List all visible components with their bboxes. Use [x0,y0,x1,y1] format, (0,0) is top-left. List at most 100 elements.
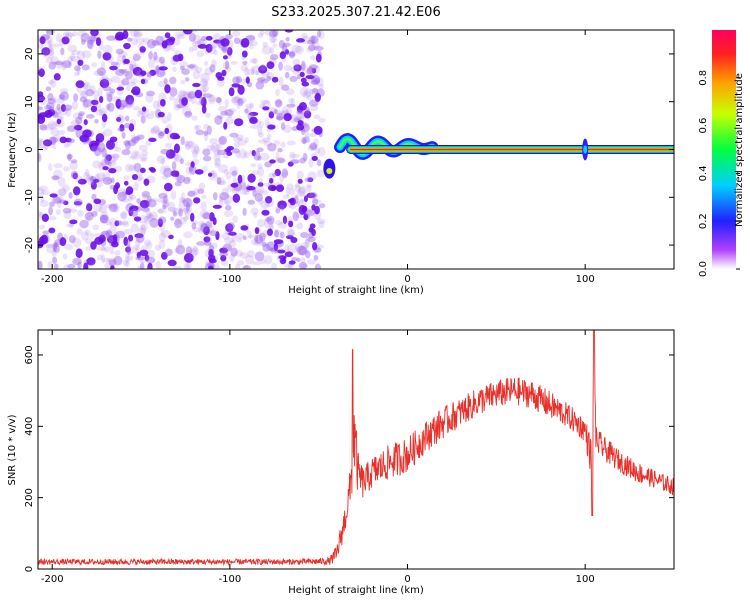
noise-blob [143,239,151,247]
noise-blob [236,104,241,110]
noise-blob [194,169,204,175]
noise-blob [236,237,243,243]
noise-blob [50,56,59,65]
noise-blob [157,208,167,214]
noise-blob [43,140,50,150]
noise-blob [202,155,212,162]
noise-blob [288,50,296,59]
noise-blob [296,111,306,119]
noise-blob [311,67,317,74]
noise-blob [98,204,108,214]
noise-blob [112,202,120,213]
noise-blob [254,184,265,194]
noise-blob [111,241,119,248]
noise-blob [223,237,234,244]
noise-blob [187,190,196,197]
noise-blob [231,96,240,104]
noise-blob [102,166,109,171]
noise-blob [100,60,106,71]
noise-blob [288,220,294,228]
noise-blob [42,139,53,147]
noise-blob [259,120,265,129]
noise-blob [182,216,189,222]
noise-blob [137,265,144,269]
noise-blob [284,71,290,79]
noise-blob [297,120,304,126]
noise-blob [182,198,193,208]
noise-blob [93,180,104,188]
noise-blob [159,56,165,64]
noise-blob [275,89,280,97]
noise-blob [124,140,131,150]
noise-blob [38,210,43,221]
noise-blob [205,43,213,53]
noise-blob [208,44,216,55]
noise-blob [92,178,100,183]
noise-blob [275,156,284,164]
noise-blob [184,77,190,82]
noise-blob [305,208,313,216]
noise-blob [102,176,113,185]
noise-blob [136,134,145,140]
noise-blob [212,217,217,226]
noise-blob [102,44,113,54]
noise-blob [117,127,126,132]
noise-blob [187,140,195,148]
noise-blob [39,199,49,208]
noise-blob [277,157,286,164]
noise-blob [304,250,311,259]
noise-blob [93,198,102,205]
noise-blob [48,43,53,54]
noise-blob [220,254,227,262]
noise-blob [123,175,131,180]
noise-blob [255,234,264,245]
noise-blob [181,68,190,75]
noise-blob [282,194,290,199]
noise-blob [129,99,134,107]
noise-blob [158,66,168,71]
noise-blob [53,169,63,180]
noise-blob [106,178,113,185]
noise-blob [220,110,229,116]
noise-blob [254,234,259,243]
noise-blob [121,220,129,226]
noise-blob [45,57,53,64]
noise-blob [266,241,276,251]
noise-blob [241,55,246,61]
noise-blob [261,209,270,216]
noise-blob [280,231,285,239]
noise-blob [86,35,97,42]
noise-blob [280,141,286,148]
noise-blob [87,39,95,45]
noise-blob [183,30,193,35]
noise-blob [260,152,270,161]
noise-blob [296,257,301,263]
noise-blob [75,248,83,259]
noise-blob [211,59,217,68]
noise-blob [49,78,57,88]
noise-blob [275,116,284,121]
noise-blob [117,51,128,58]
noise-blob [167,259,177,267]
noise-blob [121,78,130,86]
noise-blob [139,46,146,53]
noise-blob [183,176,191,185]
noise-blob [198,226,205,234]
noise-blob [80,231,90,241]
noise-blob [309,35,319,44]
noise-blob [202,81,209,86]
noise-blob [222,55,228,60]
noise-blob [56,103,61,111]
noise-blob [99,214,108,224]
noise-blob [91,62,98,68]
noise-blob [133,162,142,172]
noise-blob [173,152,180,162]
noise-blob [113,255,123,266]
noise-blob [60,104,67,112]
noise-blob [67,153,72,162]
noise-blob [62,253,68,260]
noise-blob [192,34,202,45]
noise-blob [72,257,82,266]
noise-blob [251,150,256,157]
noise-blob [117,188,127,198]
